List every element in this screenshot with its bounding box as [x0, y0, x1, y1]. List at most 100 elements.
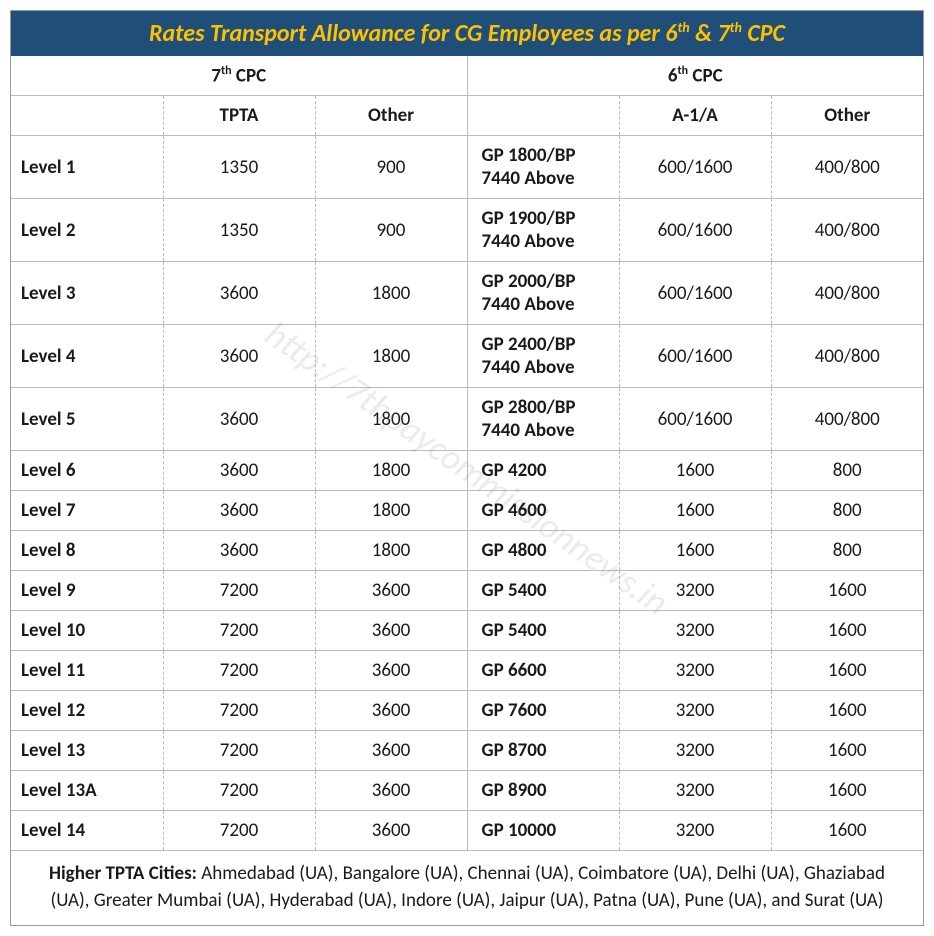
table-row: Level 1472003600GP 1000032001600: [11, 811, 923, 851]
cell-tpta: 3600: [163, 531, 315, 571]
cell-other7: 3600: [315, 651, 467, 691]
cell-gp: GP 5400: [467, 611, 619, 651]
cell-other6: 800: [771, 451, 923, 491]
header-6cpc: 6th CPC: [467, 56, 923, 96]
cell-other6: 1600: [771, 811, 923, 851]
cell-level: Level 1: [11, 136, 163, 199]
cell-other7: 1800: [315, 325, 467, 388]
group-header-row: 7th CPC 6th CPC: [11, 56, 923, 96]
col-header-other6: Other: [771, 96, 923, 136]
cell-other7: 1800: [315, 262, 467, 325]
cell-gp: GP 2000/BP 7440 Above: [467, 262, 619, 325]
cell-level: Level 2: [11, 199, 163, 262]
header-7cpc: 7th CPC: [11, 56, 467, 96]
table-row: Level 1072003600GP 540032001600: [11, 611, 923, 651]
allowance-table: 7th CPC 6th CPC TPTA Other A-1/A Other L…: [11, 56, 923, 925]
cell-tpta: 7200: [163, 571, 315, 611]
cell-other7: 3600: [315, 731, 467, 771]
cell-gp: GP 8900: [467, 771, 619, 811]
cell-level: Level 14: [11, 811, 163, 851]
table-row: Level 1172003600GP 660032001600: [11, 651, 923, 691]
cell-other7: 3600: [315, 811, 467, 851]
table-row: Level 336001800GP 2000/BP 7440 Above600/…: [11, 262, 923, 325]
table-container: Rates Transport Allowance for CG Employe…: [10, 10, 924, 926]
cell-other6: 400/800: [771, 325, 923, 388]
cell-tpta: 7200: [163, 811, 315, 851]
column-header-row: TPTA Other A-1/A Other: [11, 96, 923, 136]
cell-tpta: 7200: [163, 611, 315, 651]
col-header-other7: Other: [315, 96, 467, 136]
cell-a1a: 3200: [619, 611, 771, 651]
cell-other7: 1800: [315, 531, 467, 571]
table-row: Level 836001800GP 48001600800: [11, 531, 923, 571]
cell-gp: GP 4200: [467, 451, 619, 491]
cell-other6: 1600: [771, 651, 923, 691]
cell-other7: 900: [315, 199, 467, 262]
cell-level: Level 9: [11, 571, 163, 611]
table-row: Level 436001800GP 2400/BP 7440 Above600/…: [11, 325, 923, 388]
col-header-tpta: TPTA: [163, 96, 315, 136]
cell-other6: 400/800: [771, 199, 923, 262]
cell-a1a: 600/1600: [619, 388, 771, 451]
table-row: Level 11350900GP 1800/BP 7440 Above600/1…: [11, 136, 923, 199]
cell-a1a: 1600: [619, 451, 771, 491]
cell-a1a: 3200: [619, 811, 771, 851]
table-row: Level 636001800GP 42001600800: [11, 451, 923, 491]
cell-level: Level 6: [11, 451, 163, 491]
table-row: Level 736001800GP 46001600800: [11, 491, 923, 531]
cell-a1a: 1600: [619, 491, 771, 531]
cell-a1a: 600/1600: [619, 136, 771, 199]
cell-gp: GP 7600: [467, 691, 619, 731]
cell-other6: 1600: [771, 691, 923, 731]
col-header-gp: [467, 96, 619, 136]
table-row: Level 1272003600GP 760032001600: [11, 691, 923, 731]
cell-level: Level 11: [11, 651, 163, 691]
table-row: Level 13A72003600GP 890032001600: [11, 771, 923, 811]
cell-tpta: 3600: [163, 388, 315, 451]
cell-other6: 1600: [771, 571, 923, 611]
footer-cell: Higher TPTA Cities: Ahmedabad (UA), Bang…: [11, 851, 923, 925]
cell-other6: 400/800: [771, 262, 923, 325]
cell-other6: 400/800: [771, 136, 923, 199]
cell-a1a: 600/1600: [619, 325, 771, 388]
cell-other7: 900: [315, 136, 467, 199]
cell-other7: 3600: [315, 771, 467, 811]
cell-level: Level 10: [11, 611, 163, 651]
cell-other6: 800: [771, 531, 923, 571]
footer-label: Higher TPTA Cities:: [49, 862, 197, 885]
cell-level: Level 7: [11, 491, 163, 531]
cell-level: Level 3: [11, 262, 163, 325]
cell-tpta: 3600: [163, 491, 315, 531]
cell-a1a: 3200: [619, 691, 771, 731]
cell-a1a: 3200: [619, 571, 771, 611]
cell-a1a: 3200: [619, 651, 771, 691]
table-title: Rates Transport Allowance for CG Employe…: [11, 11, 923, 56]
cell-other6: 800: [771, 491, 923, 531]
cell-gp: GP 6600: [467, 651, 619, 691]
table-row: Level 972003600GP 540032001600: [11, 571, 923, 611]
cell-level: Level 12: [11, 691, 163, 731]
cell-gp: GP 2800/BP 7440 Above: [467, 388, 619, 451]
cell-tpta: 3600: [163, 451, 315, 491]
cell-other7: 3600: [315, 691, 467, 731]
cell-gp: GP 8700: [467, 731, 619, 771]
table-row: Level 21350900GP 1900/BP 7440 Above600/1…: [11, 199, 923, 262]
cell-other7: 1800: [315, 388, 467, 451]
cell-gp: GP 4800: [467, 531, 619, 571]
cell-other7: 3600: [315, 571, 467, 611]
cell-a1a: 1600: [619, 531, 771, 571]
cell-tpta: 7200: [163, 731, 315, 771]
cell-other7: 1800: [315, 491, 467, 531]
cell-other6: 400/800: [771, 388, 923, 451]
cell-level: Level 5: [11, 388, 163, 451]
cell-level: Level 8: [11, 531, 163, 571]
cell-gp: GP 5400: [467, 571, 619, 611]
cell-tpta: 7200: [163, 651, 315, 691]
cell-a1a: 600/1600: [619, 262, 771, 325]
cell-tpta: 1350: [163, 199, 315, 262]
cell-a1a: 600/1600: [619, 199, 771, 262]
footer-row: Higher TPTA Cities: Ahmedabad (UA), Bang…: [11, 851, 923, 925]
cell-gp: GP 10000: [467, 811, 619, 851]
cell-other6: 1600: [771, 771, 923, 811]
cell-other6: 1600: [771, 611, 923, 651]
